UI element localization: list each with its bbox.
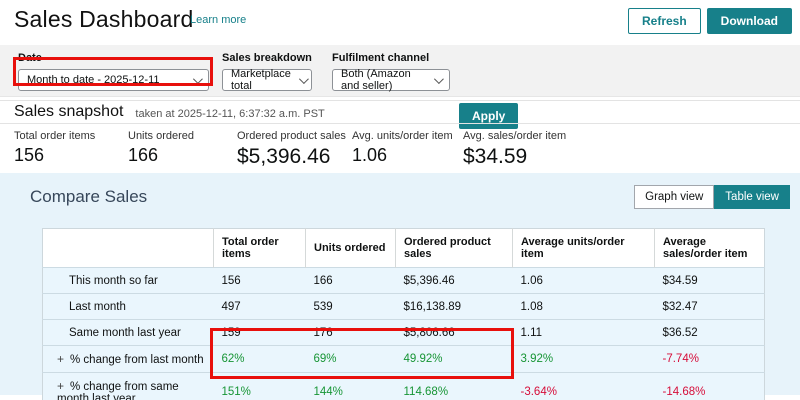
sales-snapshot-section: Sales snapshot taken at 2025-12-11, 6:37…	[0, 100, 800, 173]
cell-value: 1.06	[520, 274, 543, 287]
snapshot-stats: Total order items 156 Units ordered 166 …	[0, 124, 800, 169]
table-header-row: Total order items Units ordered Ordered …	[42, 228, 765, 268]
apply-button[interactable]: Apply	[459, 103, 519, 129]
fulfilment-channel-label: Fulfilment channel	[332, 52, 430, 64]
date-label: Date	[18, 52, 42, 64]
cell-value: 3.92%	[520, 353, 554, 365]
date-select-value: Month to date - 2025-12-11	[27, 74, 160, 86]
chevron-down-icon	[433, 73, 444, 84]
cell-value: $34.59	[662, 274, 698, 287]
fulfilment-channel-select[interactable]: Both (Amazon and seller)	[332, 68, 450, 92]
sales-snapshot-header: Sales snapshot taken at 2025-12-11, 6:37…	[0, 101, 800, 124]
cell-value: 62%	[221, 353, 245, 365]
col-header-blank	[42, 228, 214, 268]
fulfilment-channel-filter-group: Fulfilment channel Both (Amazon and sell…	[332, 52, 450, 92]
cell-value: 1.11	[520, 326, 543, 339]
col-header-units-ordered: Units ordered	[305, 228, 396, 268]
row-label: Last month	[69, 300, 126, 313]
cell-value: 1.08	[520, 300, 543, 313]
snapshot-timestamp: taken at 2025-12-11, 6:37:32 a.m. PST	[135, 107, 325, 120]
col-header-average-sales: Average sales/order item	[654, 228, 765, 268]
page-title: Sales Dashboard	[14, 6, 194, 32]
compare-sales-title: Compare Sales	[30, 187, 148, 206]
sales-breakdown-select-value: Marketplace total	[231, 68, 291, 92]
sales-breakdown-select[interactable]: Marketplace total	[222, 68, 312, 92]
cell-value: 497	[221, 300, 241, 313]
expand-plus-icon[interactable]: +	[57, 379, 65, 393]
cell-value: 151%	[221, 386, 251, 398]
col-header-ordered-product-sales: Ordered product sales	[395, 228, 513, 268]
cell-value: $5,396.46	[403, 274, 455, 287]
cell-value: 114.68%	[403, 386, 449, 398]
cell-value: -14.68%	[662, 386, 706, 398]
cell-value: 69%	[313, 353, 337, 365]
chevron-down-icon	[298, 73, 309, 84]
filter-bar: Date Month to date - 2025-12-11 Sales br…	[0, 45, 800, 129]
sales-breakdown-label: Sales breakdown	[222, 52, 312, 64]
graph-view-button[interactable]: Graph view	[634, 185, 715, 209]
col-header-average-units: Average units/order item	[512, 228, 655, 268]
stat-avg-units-per-order-item: Avg. units/order item 1.06	[352, 130, 453, 165]
stat-ordered-product-sales: Ordered product sales $5,396.46	[237, 130, 346, 168]
cell-value: 156	[221, 274, 241, 287]
cell-value: -3.64%	[520, 386, 557, 398]
refresh-button[interactable]: Refresh	[627, 8, 701, 34]
cell-value: $36.52	[662, 326, 698, 339]
table-row: Last month 497 539 $16,138.89 1.08 $32.4…	[42, 293, 765, 320]
view-toggle: Graph view Table view	[634, 185, 790, 209]
page-header: Sales Dashboard Learn more Refresh Downl…	[0, 0, 800, 45]
chevron-down-icon	[192, 73, 203, 84]
date-select[interactable]: Month to date - 2025-12-11	[18, 69, 209, 91]
header-buttons: Refresh Download	[627, 8, 792, 34]
sales-snapshot-title: Sales snapshot	[14, 103, 124, 120]
row-label: % change from same month last year	[57, 381, 179, 400]
cell-value: $16,138.89	[403, 300, 462, 313]
stat-avg-sales-per-order-item: Avg. sales/order item $34.59	[463, 130, 567, 168]
cell-value: 176	[313, 326, 333, 339]
cell-value: -7.74%	[662, 353, 699, 365]
download-button[interactable]: Download	[706, 8, 792, 34]
sales-breakdown-filter-group: Sales breakdown Marketplace total	[222, 52, 312, 92]
expand-plus-icon[interactable]: +	[57, 352, 65, 366]
table-row: This month so far 156 166 $5,396.46 1.06…	[42, 267, 765, 294]
learn-more-link[interactable]: Learn more	[190, 14, 247, 26]
cell-value: $5,806.66	[403, 326, 455, 339]
table-row-pct-change-last-month: + % change from last month 62% 69% 49.92%…	[42, 345, 765, 373]
row-label: Same month last year	[69, 326, 181, 339]
compare-sales-table: Total order items Units ordered Ordered …	[42, 228, 765, 400]
date-filter-group: Date Month to date - 2025-12-11	[18, 52, 209, 91]
cell-value: 159	[221, 326, 241, 339]
table-view-button[interactable]: Table view	[714, 185, 790, 209]
fulfilment-channel-select-value: Both (Amazon and seller)	[341, 68, 411, 92]
table-row: Same month last year 159 176 $5,806.66 1…	[42, 319, 765, 346]
cell-value: 166	[313, 274, 333, 287]
cell-value: 539	[313, 300, 333, 313]
row-label: This month so far	[69, 274, 158, 287]
cell-value: $32.47	[662, 300, 698, 313]
cell-value: 144%	[313, 386, 343, 398]
cell-value: 49.92%	[403, 353, 443, 365]
col-header-total-order-items: Total order items	[213, 228, 306, 268]
table-row-pct-change-last-year: +% change from same month last year 151%…	[42, 372, 765, 400]
compare-sales-section: Compare Sales Graph view Table view Tota…	[0, 173, 800, 400]
row-label: % change from last month	[70, 354, 204, 366]
stat-total-order-items: Total order items 156	[14, 130, 96, 165]
stat-units-ordered: Units ordered 166	[128, 130, 195, 165]
